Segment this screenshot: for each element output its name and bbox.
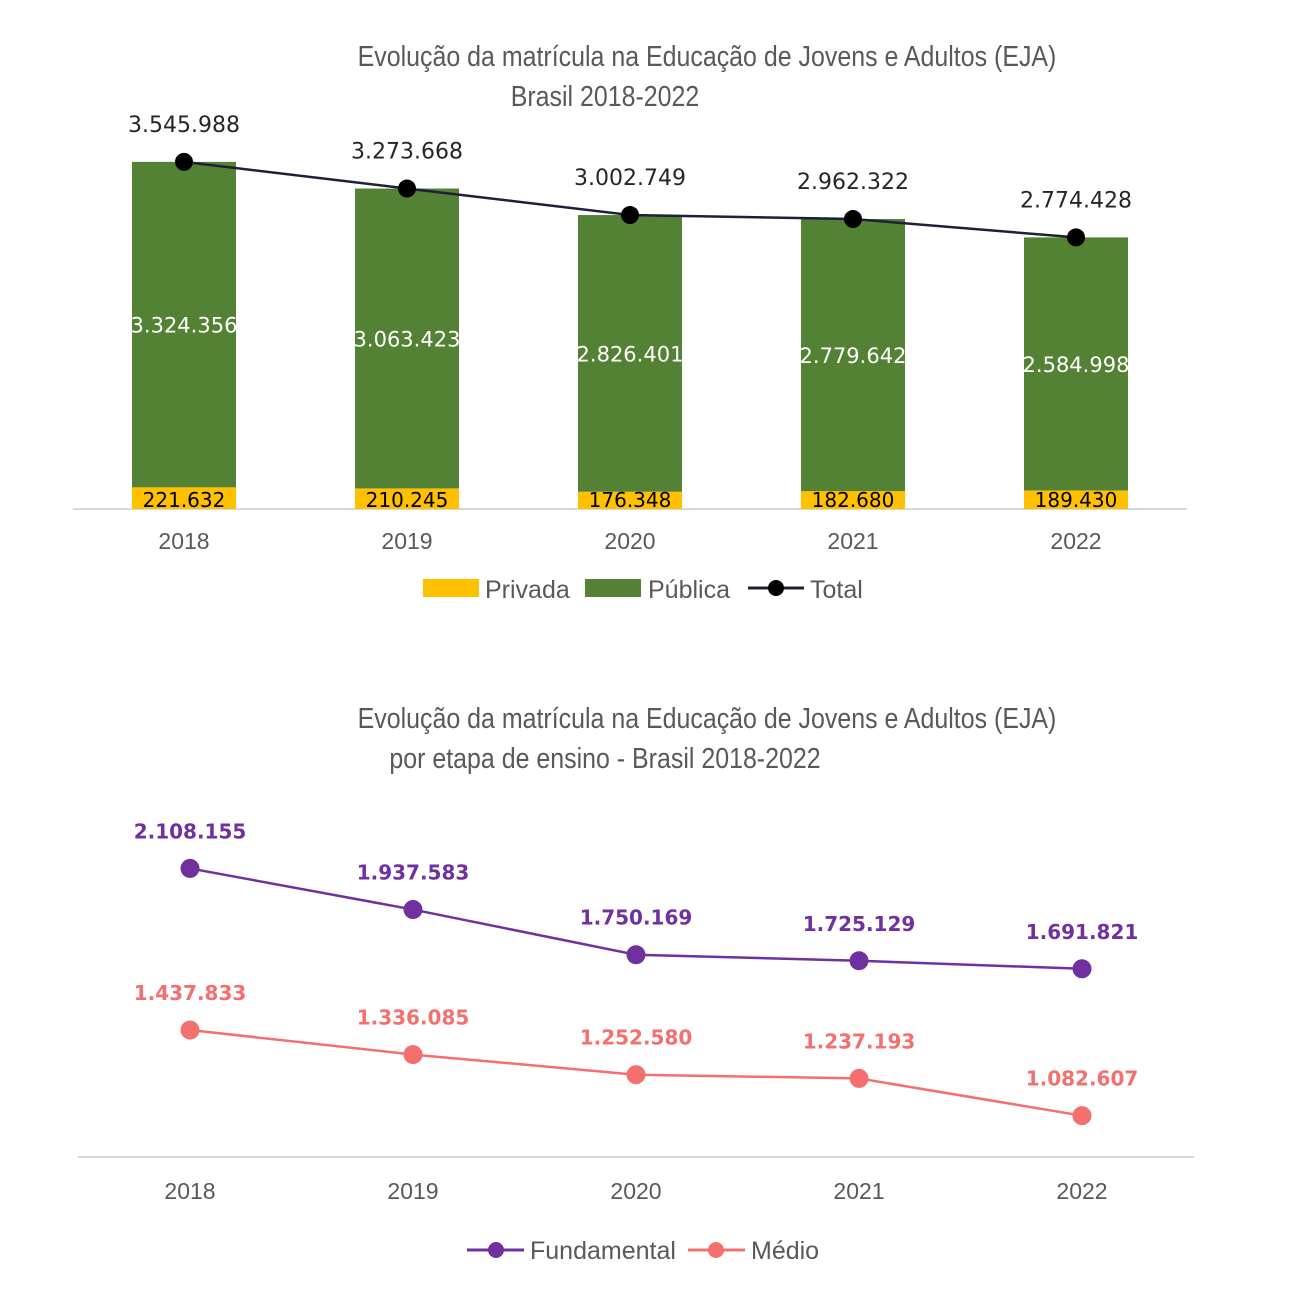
label-fundamental-2020: 1.750.169 [580, 906, 693, 930]
label-privada-2019: 210.245 [366, 488, 449, 512]
bar-publica-2022 [1024, 237, 1128, 491]
bar-privada-2020 [578, 491, 682, 509]
point-medio-2021 [849, 1068, 869, 1088]
point-fundamental-2021 [849, 951, 869, 971]
chart1-x-tick-2020: 2020 [604, 528, 655, 554]
legend-label-fundamental: Fundamental [530, 1237, 676, 1265]
label-total-2018: 3.545.988 [128, 113, 240, 138]
point-total-2019 [398, 179, 416, 198]
legend-label-privada: Privada [485, 576, 570, 604]
label-publica-2022: 2.584.998 [1023, 353, 1130, 377]
label-medio-2021: 1.237.193 [803, 1029, 916, 1053]
label-fundamental-2019: 1.937.583 [357, 861, 470, 885]
bar-privada-2019 [355, 488, 459, 509]
label-privada-2020: 176.348 [589, 488, 672, 512]
label-total-2019: 3.273.668 [351, 140, 463, 165]
chart2-x-tick-2021: 2021 [833, 1178, 884, 1204]
label-fundamental-2021: 1.725.129 [803, 912, 916, 936]
point-total-2018 [175, 152, 193, 171]
legend-label-medio: Médio [751, 1237, 819, 1265]
legend-label-total: Total [810, 576, 863, 604]
point-fundamental-2022 [1072, 959, 1092, 979]
chart1-title-line1: Evolução da matrícula na Educação de Jov… [357, 41, 1057, 73]
bar-publica-2018 [132, 161, 236, 488]
legend-marker-medio [708, 1242, 724, 1258]
label-fundamental-2018: 2.108.155 [134, 819, 247, 843]
label-total-2020: 3.002.749 [574, 166, 686, 191]
point-medio-2020 [626, 1065, 646, 1085]
label-publica-2019: 3.063.423 [354, 327, 461, 351]
chart2-x-tick-2018: 2018 [164, 1178, 215, 1204]
label-total-2022: 2.774.428 [1020, 188, 1132, 213]
legend-label-publica: Pública [648, 576, 730, 604]
label-medio-2018: 1.437.833 [134, 981, 247, 1005]
chart2-title-line2: por etapa de ensino - Brasil 2018-2022 [389, 743, 821, 775]
label-privada-2022: 189.430 [1035, 488, 1118, 512]
legend-swatch-privada [423, 579, 479, 597]
label-publica-2020: 2.826.401 [577, 342, 684, 366]
label-publica-2021: 2.779.642 [800, 344, 907, 368]
label-total-2021: 2.962.322 [797, 170, 909, 195]
label-fundamental-2022: 1.691.821 [1026, 920, 1139, 944]
label-medio-2019: 1.336.085 [357, 1006, 470, 1030]
bar-publica-2020 [578, 215, 682, 492]
point-medio-2018 [180, 1020, 200, 1040]
bar-publica-2019 [355, 188, 459, 489]
chart1-x-tick-2019: 2019 [381, 528, 432, 554]
chart2-x-tick-2022: 2022 [1056, 1178, 1107, 1204]
point-fundamental-2019 [403, 900, 423, 920]
chart1-title-line2: Brasil 2018-2022 [510, 81, 700, 113]
point-total-2021 [844, 210, 862, 229]
legend-marker-fundamental [488, 1242, 504, 1258]
point-total-2022 [1067, 228, 1085, 247]
point-fundamental-2018 [180, 858, 200, 878]
chart1-x-tick-2021: 2021 [827, 528, 878, 554]
label-privada-2018: 221.632 [143, 488, 226, 512]
point-medio-2019 [403, 1045, 423, 1065]
point-total-2020 [621, 206, 639, 225]
bar-privada-2018 [132, 487, 236, 509]
label-medio-2022: 1.082.607 [1026, 1067, 1139, 1091]
label-publica-2018: 3.324.356 [131, 314, 238, 338]
bar-publica-2021 [801, 219, 905, 492]
point-fundamental-2020 [626, 945, 646, 965]
legend-marker-total [768, 580, 784, 596]
chart2-x-tick-2020: 2020 [610, 1178, 661, 1204]
label-medio-2020: 1.252.580 [580, 1026, 693, 1050]
bar-privada-2022 [1024, 490, 1128, 509]
chart2-title-line1: Evolução da matrícula na Educação de Jov… [357, 703, 1057, 735]
label-privada-2021: 182.680 [812, 488, 895, 512]
legend-swatch-publica [585, 579, 641, 597]
chart1-x-tick-2022: 2022 [1050, 528, 1101, 554]
chart2-x-tick-2019: 2019 [387, 1178, 438, 1204]
bar-privada-2021 [801, 491, 905, 509]
chart1-x-tick-2018: 2018 [158, 528, 209, 554]
point-medio-2022 [1072, 1106, 1092, 1126]
